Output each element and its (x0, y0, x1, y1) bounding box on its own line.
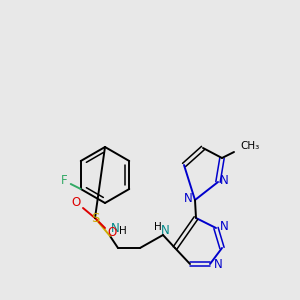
Text: N: N (214, 257, 222, 271)
Text: S: S (91, 212, 99, 224)
Text: N: N (220, 173, 228, 187)
Text: N: N (160, 224, 169, 236)
Text: O: O (107, 226, 117, 239)
Text: N: N (184, 193, 192, 206)
Text: O: O (71, 196, 81, 209)
Text: H: H (119, 226, 127, 236)
Text: H: H (154, 222, 162, 232)
Text: N: N (220, 220, 228, 233)
Text: CH₃: CH₃ (240, 141, 259, 151)
Text: F: F (60, 175, 67, 188)
Text: N: N (111, 223, 119, 236)
